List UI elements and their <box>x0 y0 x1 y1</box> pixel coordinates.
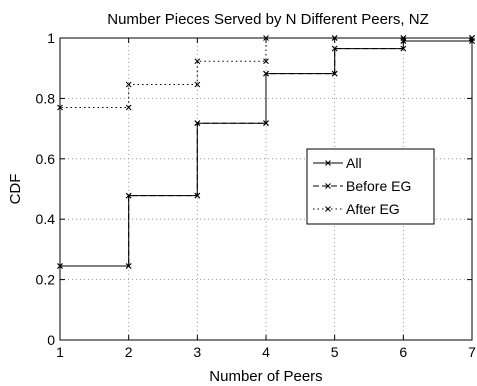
y-tick-label: 0.6 <box>36 151 56 167</box>
legend-marker <box>325 183 331 189</box>
data-point <box>125 263 132 269</box>
x-tick-label: 1 <box>56 344 64 360</box>
legend-marker <box>325 206 331 212</box>
data-point <box>331 70 338 77</box>
data-point <box>263 58 269 65</box>
y-tick-label: 0.4 <box>36 211 56 227</box>
y-tick-label: 0.2 <box>36 272 56 288</box>
data-point <box>125 104 132 111</box>
x-tick-label: 6 <box>399 344 407 360</box>
data-point <box>194 120 201 127</box>
data-point <box>125 81 132 88</box>
y-tick-label: 0 <box>47 332 55 348</box>
y-axis-label: CDF <box>7 174 24 205</box>
legend-label: All <box>346 155 362 171</box>
data-point <box>263 120 269 127</box>
x-tick-label: 7 <box>468 344 476 360</box>
ticks: 1 2 3 4 5 6 7 0 0.2 0.4 0.6 0.8 1 <box>36 30 477 360</box>
legend-marker <box>325 160 331 166</box>
x-tick-label: 5 <box>331 344 339 360</box>
data-point <box>400 45 407 52</box>
x-tick-label: 2 <box>125 344 133 360</box>
legend-label: After EG <box>346 201 400 217</box>
data-point <box>194 58 201 65</box>
y-tick-label: 0.8 <box>36 90 56 106</box>
data-point <box>194 81 201 88</box>
chart-title: Number Pieces Served by N Different Peer… <box>107 11 429 28</box>
legend: All Before EG After EG <box>306 148 435 225</box>
data-point <box>194 192 201 199</box>
data-point <box>263 70 269 77</box>
legend-label: Before EG <box>346 178 411 194</box>
data-point <box>125 192 132 199</box>
data-point <box>331 45 338 52</box>
x-axis-label: Number of Peers <box>209 368 322 385</box>
x-tick-label: 3 <box>193 344 201 360</box>
x-tick-label: 4 <box>262 344 270 360</box>
y-tick-label: 1 <box>47 30 55 46</box>
